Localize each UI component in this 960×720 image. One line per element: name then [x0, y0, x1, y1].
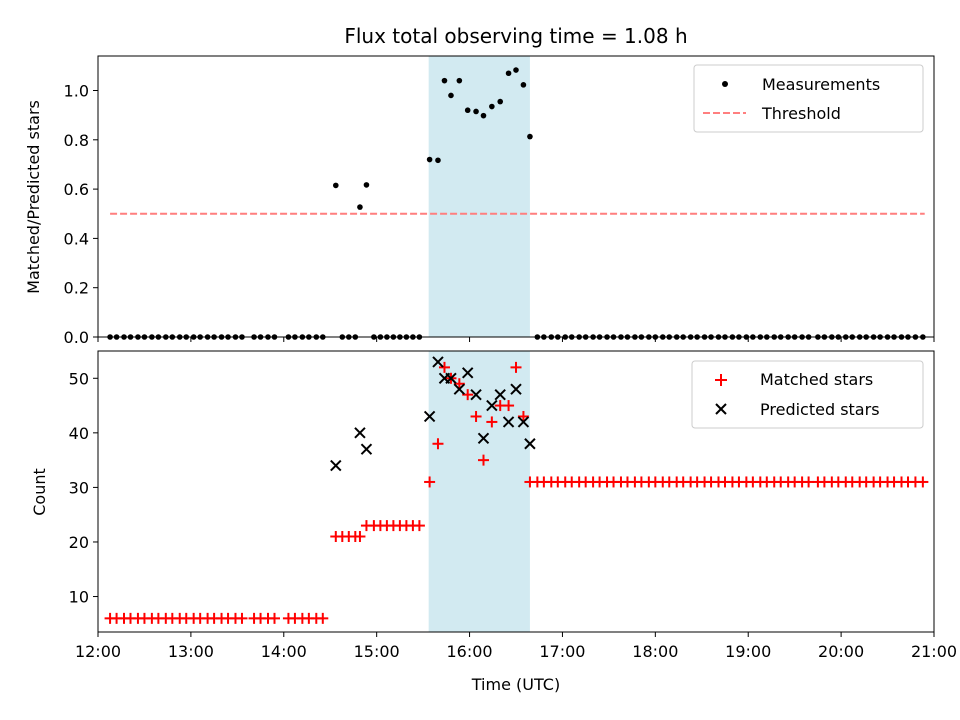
x-tick-label: 19:00: [725, 642, 771, 661]
x-tick-label: 17:00: [539, 642, 585, 661]
legend-matched-marker: [715, 374, 727, 386]
predicted-star-point: [445, 372, 457, 384]
chart-title: Flux total observing time = 1.08 h: [344, 24, 687, 48]
top-y-axis-label: Matched/Predicted stars: [24, 100, 43, 294]
top-x-ticks: [97, 337, 935, 342]
matched-star-point: [268, 612, 280, 624]
count-points: [104, 356, 929, 624]
measurement-point: [464, 107, 471, 114]
measurement-point: [480, 112, 487, 119]
bottom-legend: Matched stars Predicted stars: [691, 360, 924, 429]
matched-star-point: [917, 476, 929, 488]
matched-star-point: [317, 612, 329, 624]
x-tick-label: 15:00: [354, 642, 400, 661]
y-tick-label: 10: [69, 588, 89, 607]
measurement-point: [473, 108, 479, 115]
bottom-legend-frame: [691, 360, 924, 429]
predicted-star-point: [502, 416, 515, 428]
matched-star-point: [236, 612, 248, 624]
matched-star-point: [486, 416, 498, 428]
y-tick-label: 30: [69, 478, 89, 497]
measurement-point: [513, 67, 519, 73]
matched-star-point: [432, 438, 444, 450]
x-tick-label: 12:00: [75, 642, 121, 661]
x-tick-label: 18:00: [632, 642, 678, 661]
predicted-star-point: [470, 388, 482, 401]
predicted-star-point: [354, 427, 366, 439]
matched-star-point: [354, 531, 366, 543]
bottom-axes-frame: [97, 350, 935, 633]
matched-star-point: [477, 454, 489, 466]
predicted-star-point: [517, 416, 530, 428]
measurement-point: [489, 103, 495, 110]
top-axes-frame: [97, 55, 935, 338]
measurement-point: [456, 77, 463, 84]
matched-star-point: [517, 410, 529, 422]
measurement-point: [357, 204, 363, 210]
y-tick-label: 50: [69, 369, 89, 388]
matched-star-point: [462, 389, 474, 401]
y-tick-label: 1.0: [64, 82, 89, 101]
top-panel: 0.0 0.2 0.4 0.6 0.8 1.0 Matched/Predicted sta…: [24, 55, 935, 347]
matched-star-point: [470, 410, 482, 422]
y-tick-label: 40: [69, 424, 89, 443]
measurement-point: [527, 133, 533, 140]
matched-star-point: [424, 476, 436, 488]
measurement-point: [441, 77, 448, 84]
matched-star-point: [413, 520, 425, 532]
predicted-star-point: [510, 383, 522, 395]
y-tick-label: 0.2: [64, 279, 89, 298]
x-tick-label: 21:00: [911, 642, 957, 661]
matched-star-point: [453, 378, 465, 390]
top-y-ticks: 0.0 0.2 0.4 0.6 0.8 1.0: [64, 82, 98, 347]
bottom-y-axis-label: Count: [30, 468, 49, 516]
predicted-star-point: [524, 438, 536, 450]
predicted-star-point: [423, 410, 436, 423]
bottom-x-ticks: 12:00 13:00 14:00 15:00 16:00 17:00 18:00 19:00…: [75, 632, 957, 661]
legend-measurements-marker: [722, 81, 728, 87]
predicted-star-point: [461, 367, 474, 379]
matched-star-point: [438, 361, 450, 373]
x-tick-label: 13:00: [168, 642, 214, 661]
measurement-point: [520, 82, 527, 88]
y-tick-label: 0.0: [64, 328, 89, 347]
measurement-point: [497, 98, 504, 105]
predicted-star-point: [432, 356, 444, 368]
x-tick-label: 14:00: [261, 642, 307, 661]
y-tick-label: 0.4: [64, 229, 89, 248]
y-tick-label: 0.6: [64, 180, 89, 199]
observing-window-shade: [428, 351, 530, 632]
legend-threshold-label: Threshold: [761, 104, 841, 123]
predicted-star-point: [477, 432, 490, 445]
bottom-panel: 10 20 30 40 50 12:00 13:00 14:00 15:00 16:00 17:0…: [30, 350, 957, 694]
measurement-point: [363, 182, 370, 188]
legend-measurements-label: Measurements: [762, 75, 880, 94]
legend-matched-label: Matched stars: [760, 370, 873, 389]
bottom-y-ticks: 10 20 30 40 50: [69, 369, 98, 607]
measurement-point: [426, 156, 433, 163]
legend-predicted-marker: [715, 403, 727, 415]
top-legend: Measurements Threshold: [693, 64, 924, 133]
matched-star-point: [503, 400, 515, 412]
legend-predicted-label: Predicted stars: [760, 400, 880, 419]
matched-star-point: [803, 476, 815, 488]
y-tick-label: 0.8: [64, 131, 89, 150]
predicted-star-point: [330, 459, 342, 472]
predicted-star-point: [360, 443, 373, 455]
matched-star-point: [510, 361, 522, 373]
observing-window-shade: [428, 56, 530, 337]
measurement-point: [435, 157, 441, 164]
x-tick-label: 16:00: [447, 642, 493, 661]
measurement-point: [505, 70, 512, 77]
predicted-star-point: [494, 388, 506, 401]
top-legend-frame: [693, 64, 924, 133]
predicted-star-point: [486, 399, 498, 412]
x-axis-label: Time (UTC): [471, 675, 560, 694]
predicted-star-point: [453, 383, 466, 395]
x-tick-label: 20:00: [818, 642, 864, 661]
measurement-point: [448, 92, 454, 99]
measurement-point: [332, 182, 339, 189]
y-tick-label: 20: [69, 533, 89, 552]
